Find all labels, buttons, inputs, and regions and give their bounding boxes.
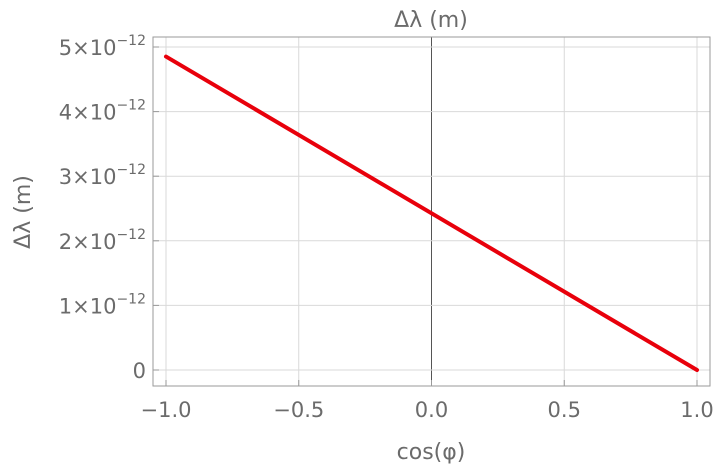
x-tick-label: 1.0 — [680, 398, 713, 422]
y-tick-label: 4×10−12 — [59, 98, 146, 125]
labels: Δλ (m) cos(φ) Δλ (m) — [11, 8, 468, 465]
y-tick-label: 1×10−12 — [59, 291, 146, 318]
y-tick-label: 5×10−12 — [59, 33, 146, 60]
y-tick-label: 2×10−12 — [59, 227, 146, 254]
y-axis-label: Δλ (m) — [11, 175, 36, 249]
y-tick-label: 0 — [133, 359, 146, 383]
chart-title: Δλ (m) — [394, 8, 468, 33]
axes: −1.0 −0.5 0.0 0.5 1.0 0 1×10−12 2×10−12 3×10−12 4… — [59, 33, 714, 422]
series-line — [164, 54, 699, 372]
series-layer — [164, 54, 699, 372]
grid — [153, 37, 710, 386]
x-axis-label: cos(φ) — [397, 440, 466, 465]
x-tick-label: −0.5 — [273, 398, 324, 422]
y-tick-label: 3×10−12 — [59, 162, 146, 189]
x-tick-label: 0.5 — [548, 398, 581, 422]
x-tick-label: −1.0 — [141, 398, 192, 422]
x-tick-label: 0.0 — [415, 398, 448, 422]
